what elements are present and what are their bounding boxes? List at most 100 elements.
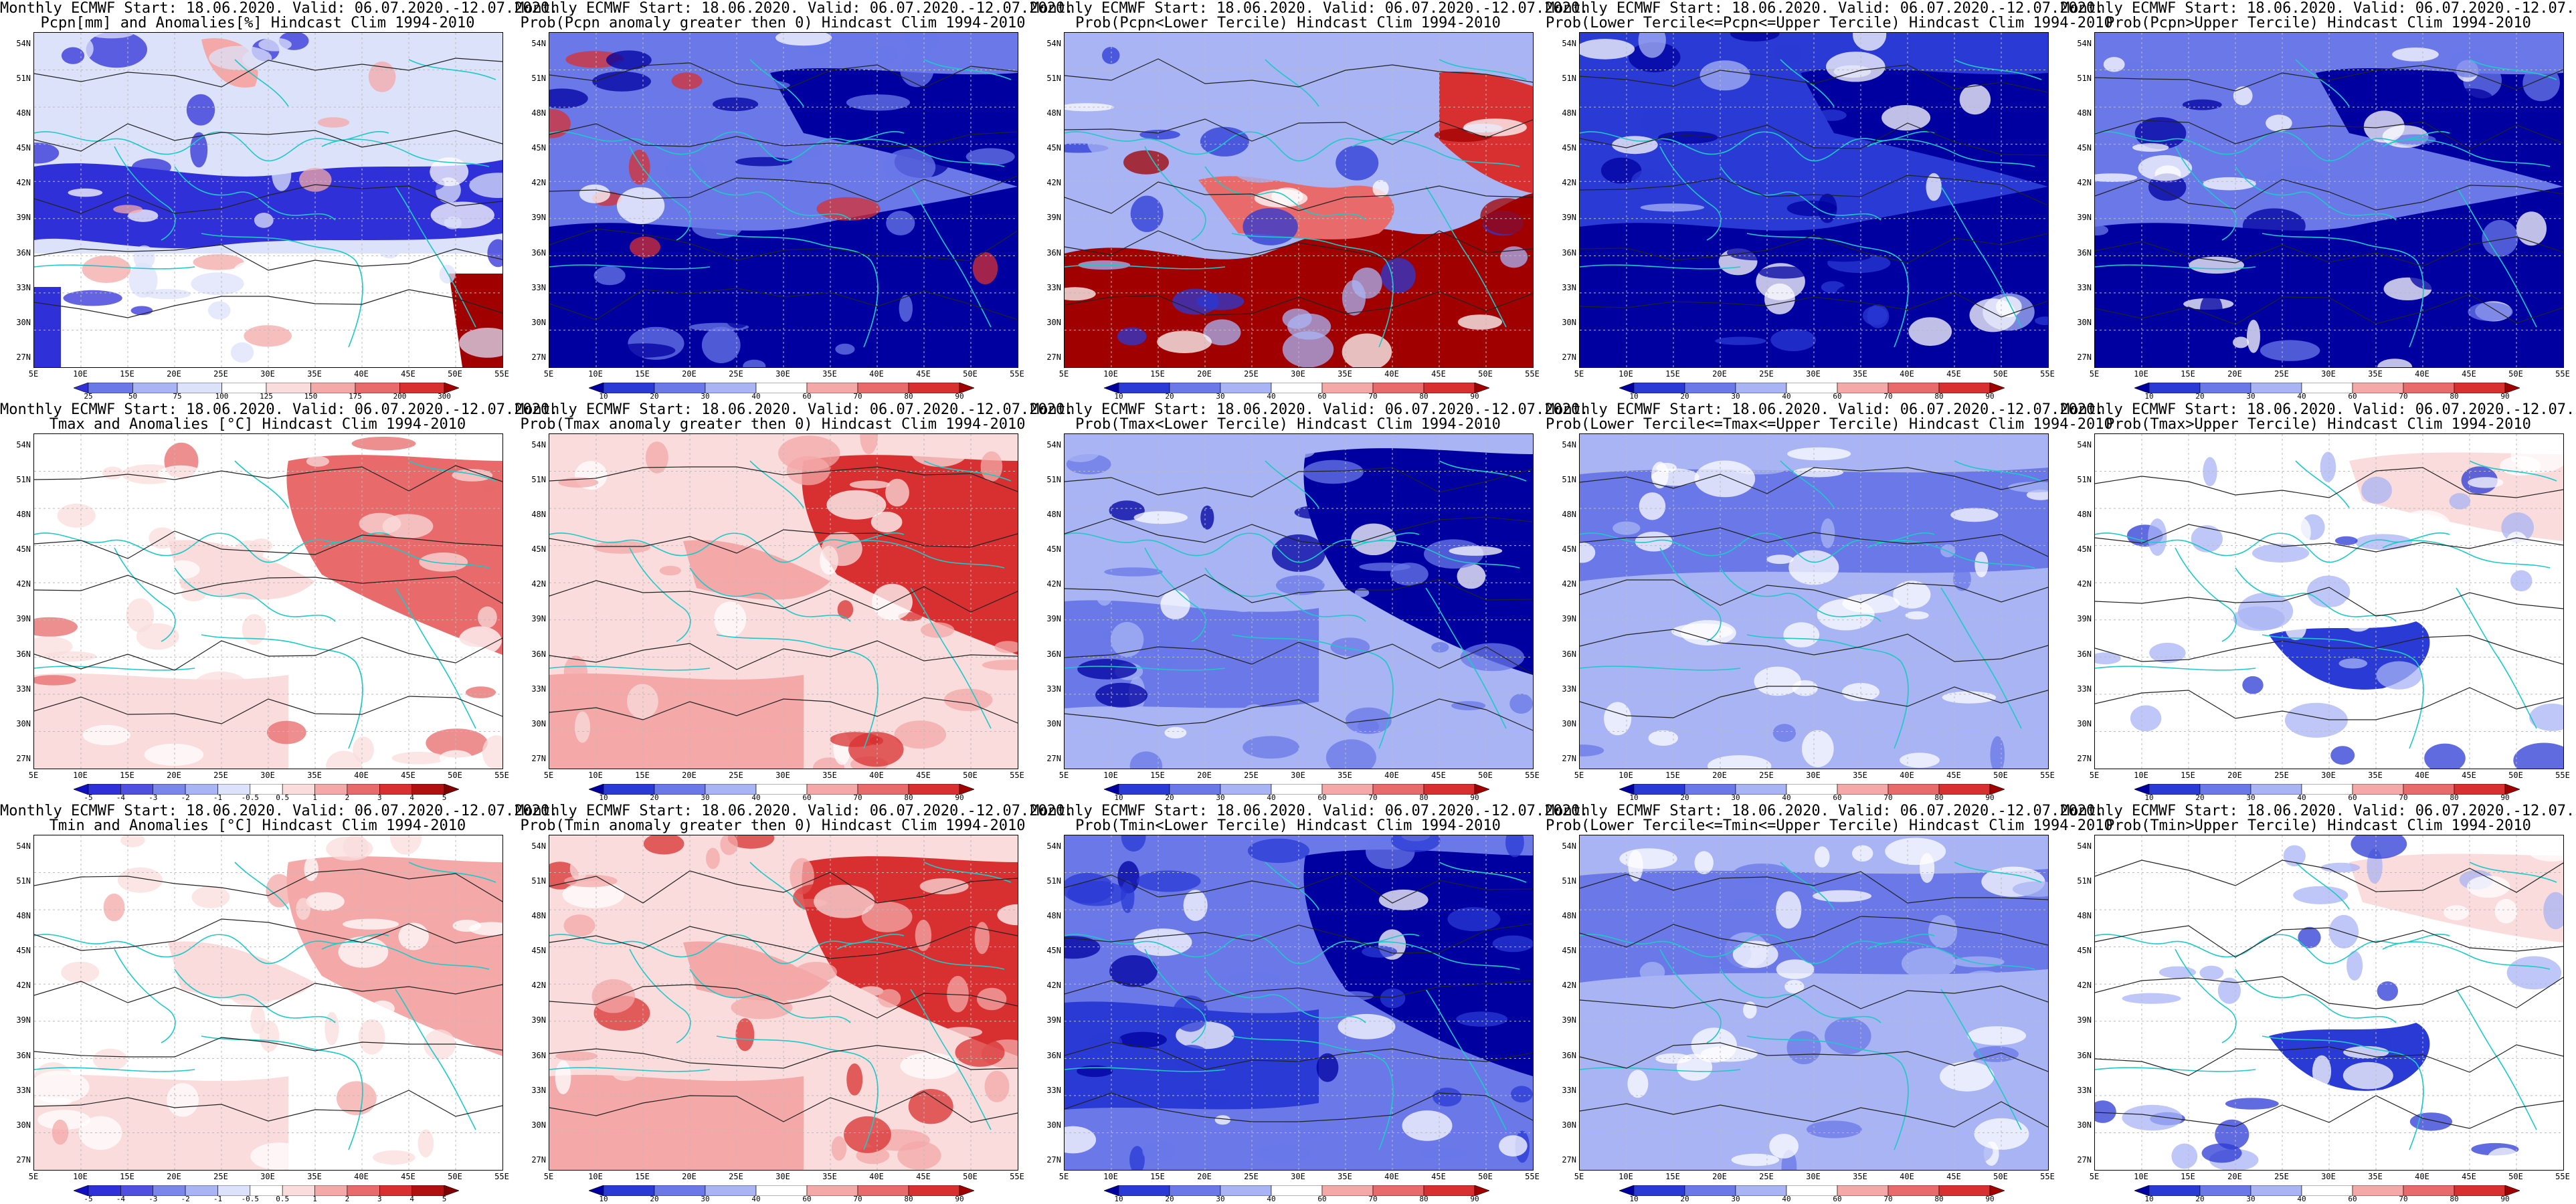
colorbar-label: 40 (2297, 1195, 2306, 1203)
colorbar-label: 40 (751, 1195, 761, 1203)
colorbar-label: 3 (377, 793, 382, 802)
lat-label: 27N (1046, 753, 1061, 763)
lat-label: 45N (16, 544, 31, 555)
lon-label: 40E (354, 1172, 369, 1181)
lat-label: 42N (16, 579, 31, 589)
lat-label: 39N (16, 1015, 31, 1025)
colorbar-label: 60 (802, 392, 812, 401)
lon-label: 40E (354, 771, 369, 780)
panel-title-line1: Monthly ECMWF Start: 18.06.2020. Valid: … (1030, 803, 1589, 819)
lon-label: 40E (1384, 369, 1399, 379)
lon-label: 45E (916, 1172, 931, 1181)
colorbar-label: 60 (1317, 392, 1327, 401)
map-panel-r3c2: Monthly ECMWF Start: 18.06.2020. Valid: … (515, 803, 1073, 1204)
colorbar-label: 80 (904, 392, 913, 401)
lat-label: 27N (1046, 352, 1061, 362)
panel-title-line1: Monthly ECMWF Start: 18.06.2020. Valid: … (2061, 401, 2576, 418)
map-field (549, 32, 1018, 368)
colorbar-label: -5 (84, 793, 93, 802)
lat-label: 39N (2077, 1015, 2092, 1025)
lon-label: 10E (1619, 771, 1633, 780)
lon-label: 45E (1431, 1172, 1446, 1181)
colorbar-label: 30 (701, 1195, 710, 1203)
lat-label: 39N (1562, 213, 1576, 223)
colorbar-label: 20 (650, 392, 659, 401)
lat-label: 39N (531, 213, 546, 223)
colorbar-label: 1 (312, 793, 317, 802)
lat-label: 45N (16, 143, 31, 153)
lat-label: 48N (16, 108, 31, 118)
lon-label: 25E (2274, 369, 2289, 379)
lon-label: 5E (28, 771, 39, 780)
colorbar-label: 0.5 (276, 793, 290, 802)
colorbar (74, 784, 459, 795)
colorbar-label: 90 (1985, 392, 1995, 401)
lon-label: 10E (1103, 369, 1118, 379)
colorbar (2134, 1185, 2520, 1196)
lat-label: 36N (531, 649, 546, 659)
colorbar (1104, 383, 1489, 393)
lat-label: 39N (16, 213, 31, 223)
lat-label: 48N (16, 911, 31, 921)
map-field (1579, 433, 2049, 769)
lon-label: 10E (1619, 1172, 1633, 1181)
lon-label: 55E (1010, 369, 1024, 379)
lon-label: 45E (1946, 369, 1961, 379)
panel-title-line1: Monthly ECMWF Start: 18.06.2020. Valid: … (1546, 401, 2104, 418)
lat-label: 27N (531, 753, 546, 763)
lon-label: 15E (2181, 369, 2195, 379)
map-panel-r1c1: Monthly ECMWF Start: 18.06.2020. Valid: … (0, 0, 558, 401)
lat-label: 45N (1046, 143, 1061, 153)
colorbar-label: -1 (213, 793, 223, 802)
lon-label: 5E (1059, 369, 1069, 379)
colorbar-label: 70 (853, 793, 862, 802)
lat-label: 42N (1562, 178, 1576, 188)
panel-title-line2: Prob(Lower Tercile<=Tmin<=Upper Tercile)… (1546, 817, 2113, 834)
lat-label: 36N (1046, 247, 1061, 258)
lat-label: 39N (531, 614, 546, 624)
lon-label: 30E (1291, 369, 1305, 379)
lat-label: 27N (16, 352, 31, 362)
colorbar (2134, 383, 2520, 393)
lat-label: 42N (2077, 579, 2092, 589)
colorbar-label: 30 (2246, 1195, 2256, 1203)
lat-label: 33N (1046, 684, 1061, 694)
colorbar-label: 20 (1165, 793, 1174, 802)
colorbar-label: 40 (1782, 392, 1791, 401)
lat-label: 30N (531, 718, 546, 728)
map-panel-r1c4: Monthly ECMWF Start: 18.06.2020. Valid: … (1546, 0, 2113, 401)
lat-label: 54N (16, 440, 31, 449)
lon-label: 25E (1759, 369, 1774, 379)
lon-label: 15E (1150, 771, 1165, 780)
lat-label: 36N (1562, 247, 1576, 258)
colorbar-label: 20 (1680, 1195, 1689, 1203)
lat-label: 27N (2077, 753, 2092, 763)
colorbar-label: 40 (1782, 793, 1791, 802)
lat-label: 51N (1046, 475, 1061, 485)
colorbar-label: -0.5 (241, 793, 260, 802)
panel-title-line2: Prob(Tmax anomaly greater then 0) Hindca… (520, 416, 1026, 433)
lat-label: 30N (1046, 317, 1061, 327)
lon-label: 15E (1665, 1172, 1680, 1181)
map-panel-r1c2: Monthly ECMWF Start: 18.06.2020. Valid: … (515, 0, 1073, 401)
colorbar-label: 5 (442, 1195, 447, 1203)
map-field (33, 835, 503, 1171)
panel-title-line1: Monthly ECMWF Start: 18.06.2020. Valid: … (515, 401, 1074, 418)
lat-label: 54N (16, 841, 31, 851)
lon-label: 15E (120, 369, 134, 379)
colorbar-label: 2 (345, 1195, 350, 1203)
colorbar-label: 70 (853, 392, 862, 401)
colorbar-label: 70 (2399, 793, 2408, 802)
colorbar-label: 20 (650, 793, 659, 802)
colorbar-label: 40 (751, 793, 761, 802)
panel-title-line1: Monthly ECMWF Start: 18.06.2020. Valid: … (0, 803, 559, 819)
colorbar-label: 90 (2500, 793, 2510, 802)
colorbar-label: 90 (1985, 793, 1995, 802)
lon-label: 40E (1384, 1172, 1399, 1181)
panel-title-line2: Prob(Pcpn>Upper Tercile) Hindcast Clim 1… (2106, 15, 2531, 31)
map-panel-r3c4: Monthly ECMWF Start: 18.06.2020. Valid: … (1546, 803, 2113, 1204)
lon-label: 45E (1946, 771, 1961, 780)
lat-label: 36N (1046, 649, 1061, 659)
colorbar-label: 10 (599, 793, 608, 802)
lat-label: 42N (1562, 981, 1576, 991)
